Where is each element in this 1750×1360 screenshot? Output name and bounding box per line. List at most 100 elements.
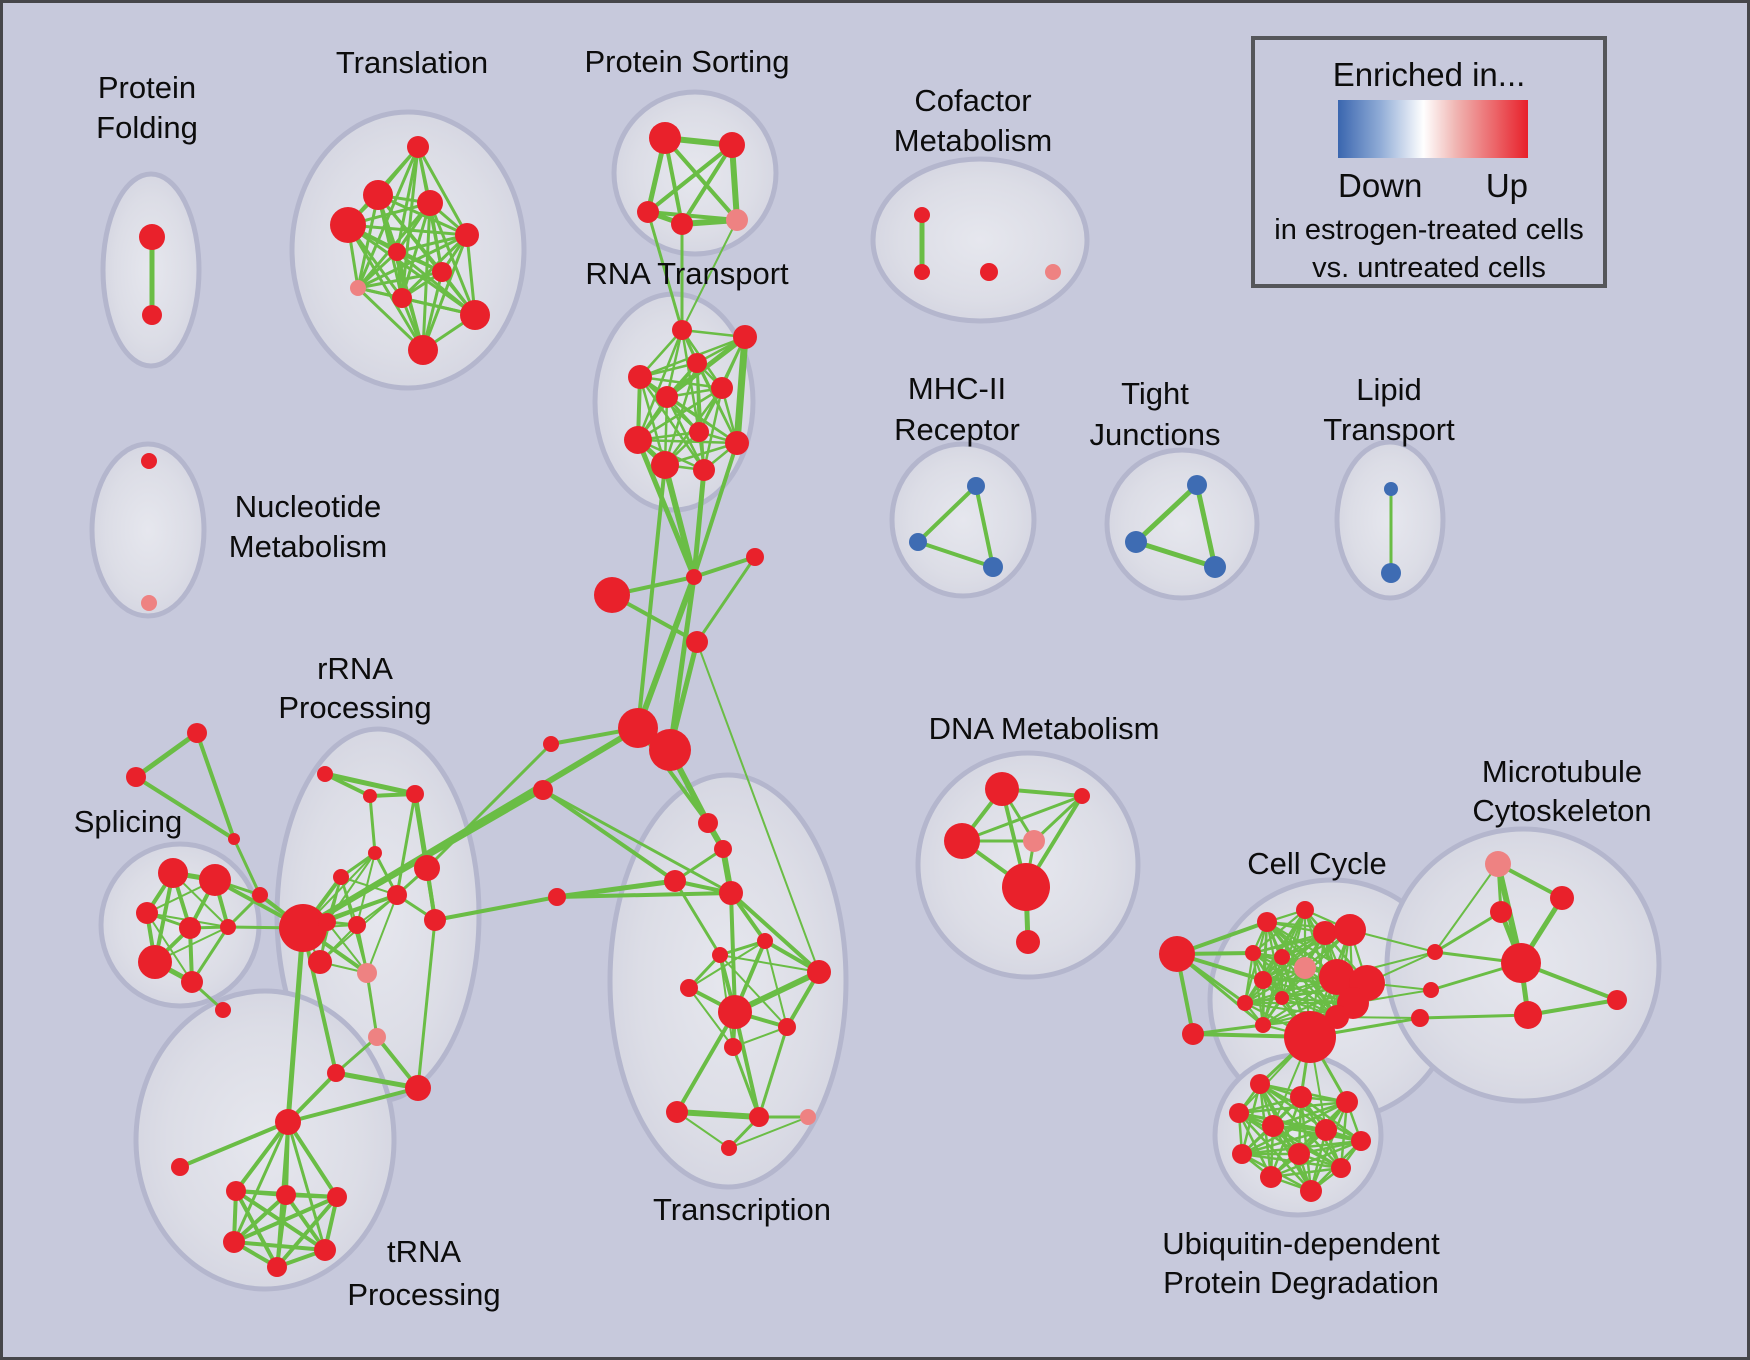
edge bbox=[1269, 1166, 1343, 1179]
edge bbox=[365, 971, 379, 1039]
cluster-label-translation: Translation bbox=[336, 45, 488, 80]
legend-title: Enriched in... bbox=[1333, 56, 1526, 93]
edge bbox=[1251, 951, 1265, 1027]
gene-set-node-ps5 bbox=[726, 209, 748, 231]
gene-set-node-mtc3 bbox=[1411, 1009, 1429, 1027]
gene-set-node-ub11 bbox=[1260, 1166, 1282, 1188]
gene-set-node-m2 bbox=[909, 533, 927, 551]
gene-set-node-d4 bbox=[1023, 830, 1045, 852]
gene-set-node-pf2 bbox=[142, 305, 162, 325]
gene-set-node-d3 bbox=[944, 823, 980, 859]
edge bbox=[286, 1120, 327, 1252]
gene-set-node-s5 bbox=[220, 919, 236, 935]
edge bbox=[636, 463, 667, 730]
edge bbox=[1175, 952, 1265, 1027]
edge bbox=[433, 895, 559, 922]
gene-set-node-cc5 bbox=[1245, 945, 1261, 961]
cluster-label-cofactor-metabolism: Cofactor Metabolism bbox=[894, 83, 1053, 158]
edge bbox=[638, 375, 724, 390]
edge bbox=[729, 891, 821, 974]
edge bbox=[728, 1116, 809, 1149]
gene-set-node-rt2 bbox=[733, 325, 757, 349]
gene-set-node-ccl2 bbox=[1182, 1023, 1204, 1045]
gene-set-node-c1 bbox=[914, 207, 930, 223]
cluster-label-cell-cycle: Cell Cycle bbox=[1247, 846, 1387, 881]
gene-set-node-k4 bbox=[543, 736, 559, 752]
gene-set-node-t6 bbox=[388, 243, 406, 261]
edge bbox=[395, 250, 477, 317]
cluster-label-nucleotide-metabolism: Nucleotide Metabolism bbox=[229, 489, 388, 564]
legend-down-label: Down bbox=[1338, 167, 1422, 204]
gene-set-node-rt1 bbox=[672, 320, 692, 340]
cluster-label-dna-metabolism: DNA Metabolism bbox=[929, 711, 1160, 746]
edge bbox=[974, 484, 995, 569]
gene-set-node-cc12 bbox=[1275, 991, 1289, 1005]
gene-set-node-mt2 bbox=[1490, 901, 1512, 923]
gene-set-node-tr10 bbox=[778, 1018, 796, 1036]
edge bbox=[134, 775, 236, 841]
edge bbox=[646, 210, 684, 332]
cluster-label-ubiquitin-dependent-protein-degradation: Ubiquitin-dependent Protein Degradation bbox=[1162, 1226, 1440, 1300]
cluster-labels: Protein Folding Translation Protein Sorting… bbox=[74, 44, 1652, 1312]
edge bbox=[1133, 539, 1218, 570]
gene-set-node-cc4 bbox=[1334, 914, 1366, 946]
gene-set-node-ub2 bbox=[1290, 1086, 1312, 1108]
gene-set-node-u4 bbox=[223, 1231, 245, 1253]
gene-set-node-pf1 bbox=[139, 224, 165, 250]
gene-set-node-d6 bbox=[1016, 930, 1040, 954]
gene-set-node-ro bbox=[275, 1109, 301, 1135]
cluster-label-protein-sorting: Protein Sorting bbox=[584, 44, 789, 79]
edge bbox=[688, 987, 734, 1048]
gene-set-node-tr9 bbox=[718, 995, 752, 1029]
gene-set-node-ub7 bbox=[1351, 1131, 1371, 1151]
edge bbox=[680, 143, 734, 226]
cluster-ellipse-tight-junctions bbox=[1104, 447, 1260, 601]
gene-set-node-tr1 bbox=[698, 813, 718, 833]
gene-set-node-t11 bbox=[408, 335, 438, 365]
edge bbox=[635, 574, 697, 731]
gene-set-node-t2 bbox=[363, 180, 393, 210]
gene-set-node-u3 bbox=[327, 1187, 347, 1207]
gene-set-node-rm bbox=[327, 1064, 345, 1082]
gene-set-node-ps4 bbox=[671, 213, 693, 235]
gene-set-node-rg bbox=[414, 855, 440, 881]
legend-up-label: Up bbox=[1486, 167, 1528, 204]
gene-set-node-t1 bbox=[407, 136, 429, 158]
edge bbox=[691, 467, 707, 580]
edge bbox=[366, 894, 398, 974]
legend-box bbox=[1251, 36, 1607, 288]
gene-set-node-d1 bbox=[985, 772, 1019, 806]
edge bbox=[662, 462, 697, 580]
gene-set-node-mtc1 bbox=[1427, 944, 1443, 960]
gene-set-node-x3 bbox=[228, 833, 240, 845]
gene-set-node-ub3 bbox=[1336, 1091, 1358, 1113]
edge bbox=[284, 1193, 327, 1252]
gene-set-node-x1 bbox=[187, 723, 207, 743]
gene-set-node-rt3 bbox=[687, 353, 707, 373]
legend-gradient-bar bbox=[1338, 100, 1528, 158]
edge bbox=[195, 731, 236, 841]
gene-set-node-mt1 bbox=[1550, 886, 1574, 910]
edge bbox=[646, 143, 734, 214]
edge bbox=[1418, 1013, 1530, 1020]
gene-set-node-cc8 bbox=[1254, 971, 1272, 989]
gene-set-node-d2 bbox=[1074, 788, 1090, 804]
gene-set-node-s6 bbox=[252, 887, 268, 903]
cluster-label-splicing: Splicing bbox=[74, 804, 183, 839]
gene-set-node-ccl bbox=[1159, 936, 1195, 972]
edge bbox=[1434, 863, 1499, 953]
gene-set-node-rf bbox=[387, 885, 407, 905]
gene-set-node-k1 bbox=[686, 569, 702, 585]
gene-set-node-s9 bbox=[215, 1002, 231, 1018]
edge bbox=[346, 223, 425, 352]
gene-set-node-mt3 bbox=[1514, 1001, 1542, 1029]
gene-set-node-ub4 bbox=[1229, 1103, 1249, 1123]
gene-set-node-k2 bbox=[594, 577, 630, 613]
gene-set-node-u1 bbox=[226, 1181, 246, 1201]
gene-set-node-cc6 bbox=[1274, 949, 1290, 965]
cluster-ellipse-nucleotide-metabolism bbox=[89, 441, 207, 619]
edge bbox=[285, 925, 306, 1125]
